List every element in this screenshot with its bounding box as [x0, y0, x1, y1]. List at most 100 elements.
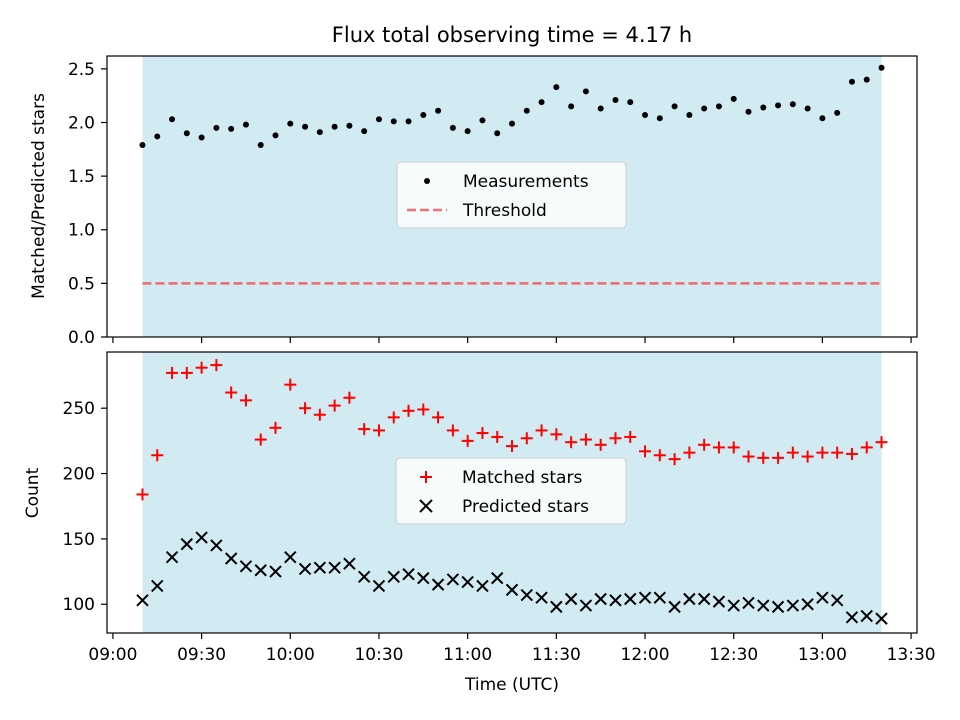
measurement-point	[302, 123, 309, 130]
measurement-point	[464, 128, 471, 135]
predicted-stars-marker	[683, 592, 696, 606]
measurement-point	[449, 124, 456, 131]
measurement-point	[257, 142, 264, 149]
y-tick-label: 0.5	[68, 274, 95, 294]
matched-stars-marker	[845, 447, 858, 460]
predicted-stars-marker	[668, 600, 681, 614]
predicted-stars-marker	[816, 591, 829, 604]
matched-stars-marker	[860, 441, 873, 454]
matched-stars-marker	[254, 433, 267, 446]
measurement-point	[612, 96, 619, 103]
predicted-stars-marker	[269, 565, 282, 578]
y-tick-label: 250	[63, 399, 95, 419]
legend-label: Predicted stars	[462, 497, 589, 517]
matched-stars-marker	[875, 436, 888, 449]
predicted-stars-marker	[136, 594, 149, 607]
predicted-marker-b	[151, 579, 164, 593]
y-tick-label: 2.0	[68, 113, 95, 133]
matched-stars-marker	[565, 436, 578, 449]
measurement-point	[819, 115, 826, 122]
predicted-stars-marker	[564, 592, 578, 606]
measurement-point	[316, 129, 323, 136]
predicted-marker-b	[372, 579, 386, 593]
measurement-point	[228, 125, 235, 132]
legend-label: Measurements	[463, 172, 589, 192]
predicted-stars-marker	[757, 599, 770, 612]
measurement-point	[435, 107, 442, 114]
predicted-marker-b	[402, 567, 415, 581]
matched-stars-marker	[372, 424, 385, 437]
predicted-marker-b	[594, 592, 607, 606]
x-tick-label: 10:00	[266, 645, 315, 665]
matched-stars-marker	[446, 424, 459, 437]
predicted-marker-b	[343, 557, 356, 570]
measurement-point	[523, 107, 530, 114]
predicted-stars-marker	[535, 591, 548, 604]
matched-stars-marker	[151, 449, 164, 462]
matched-stars-marker	[712, 441, 725, 454]
matched-stars-marker	[698, 438, 711, 451]
predicted-marker-b	[564, 592, 578, 606]
matched-stars-marker	[210, 359, 223, 372]
predicted-marker-b	[136, 594, 149, 607]
predicted-stars-marker	[653, 591, 667, 604]
predicted-stars-marker	[254, 564, 267, 577]
predicted-stars-marker	[284, 550, 297, 564]
legend-ratio: Measurements Threshold	[396, 161, 627, 229]
x-tick-label: 12:00	[621, 645, 670, 665]
predicted-stars-marker	[786, 599, 800, 612]
predicted-stars-marker	[491, 571, 504, 585]
legend-label: Matched stars	[462, 468, 582, 488]
measurement-point	[390, 118, 397, 125]
predicted-stars-marker	[727, 599, 740, 612]
predicted-stars-marker	[712, 595, 726, 608]
matched-stars-marker	[520, 432, 533, 445]
measurement-point	[509, 120, 515, 127]
measurement-point	[730, 95, 737, 102]
measurement-point	[494, 130, 501, 137]
matched-stars-marker	[313, 408, 326, 421]
panel-counts: 100 150 200 250 09:00 09:30 10:00 10:30 11:00 11:…	[63, 351, 936, 665]
y-tick-label: 0.0	[68, 328, 95, 348]
predicted-marker-b	[210, 539, 223, 552]
measurement-point	[553, 84, 560, 91]
matched-stars-marker	[195, 361, 208, 374]
measurement-point	[656, 115, 663, 122]
predicted-marker-b	[668, 600, 681, 614]
x-tick-label: 09:00	[88, 645, 137, 665]
predicted-marker-b	[195, 531, 208, 544]
predicted-stars-marker	[328, 561, 341, 574]
predicted-stars-marker	[845, 611, 859, 624]
matched-stars-marker	[653, 449, 666, 462]
measurement-point	[198, 134, 205, 141]
matched-stars-marker	[166, 366, 179, 379]
matched-stars-marker	[772, 451, 785, 464]
measurement-point	[745, 108, 752, 115]
predicted-marker-b	[712, 595, 726, 608]
predicted-stars-marker	[476, 579, 489, 593]
measurement-point	[169, 116, 176, 123]
measurement-point	[789, 101, 796, 108]
matched-stars-marker	[284, 378, 297, 391]
measurement-point	[139, 142, 146, 149]
predicted-marker-b	[550, 600, 563, 614]
predicted-marker-b	[697, 592, 711, 606]
matched-stars-marker	[491, 430, 504, 443]
x-tick-label: 11:30	[532, 645, 581, 665]
predicted-marker-b	[491, 571, 504, 585]
predicted-marker-b	[860, 609, 873, 623]
matched-stars-marker	[432, 411, 445, 424]
predicted-marker-b	[520, 588, 533, 602]
matched-stars-marker	[461, 434, 474, 447]
predicted-marker-b	[417, 571, 430, 585]
matched-stars-marker	[328, 399, 341, 412]
matched-stars-marker	[476, 427, 489, 440]
x-tick-label: 13:30	[887, 645, 936, 665]
predicted-marker-b	[387, 570, 400, 584]
predicted-stars-marker	[801, 598, 814, 611]
y-tick-label: 1.5	[68, 167, 95, 187]
predicted-stars-marker	[579, 599, 593, 612]
predicted-stars-marker	[830, 594, 844, 607]
predicted-stars-marker	[313, 561, 327, 574]
